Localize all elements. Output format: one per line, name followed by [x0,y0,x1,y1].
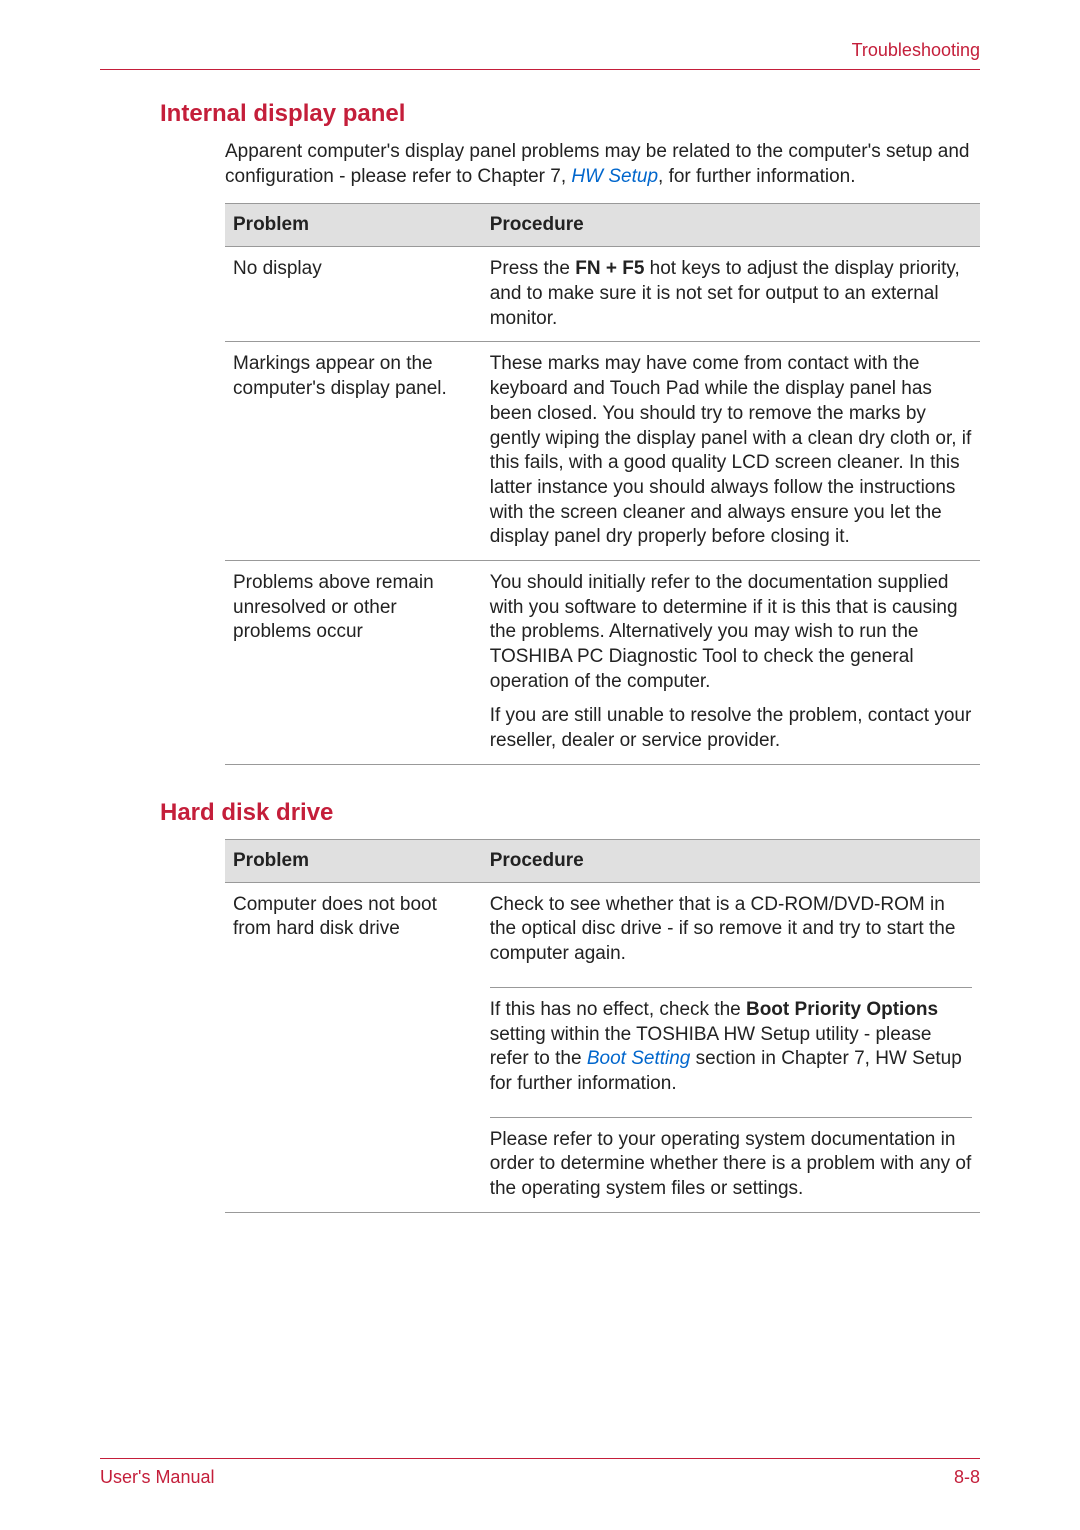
table-header-row: Problem Procedure [225,839,980,882]
procedure-para: If you are still unable to resolve the p… [490,704,972,753]
procedure-cell: You should initially refer to the docume… [482,560,980,764]
intro-suffix: , for further information. [658,166,855,187]
table-header-row: Problem Procedure [225,204,980,247]
table-row: Please refer to your operating system do… [225,1107,980,1213]
hotkey-bold: FN + F5 [575,258,644,279]
table-row: Computer does not boot from hard disk dr… [225,882,980,977]
intro-text: Apparent computer's display panel proble… [225,140,980,189]
procedure-cell: These marks may have come from contact w… [482,342,980,561]
procedure-para: Please refer to your operating system do… [490,1117,972,1202]
boot-priority-bold: Boot Priority Options [746,999,938,1020]
table-row: Problems above remain unresolved or othe… [225,560,980,764]
problem-cell: Computer does not boot from hard disk dr… [225,882,482,977]
problem-cell: Problems above remain unresolved or othe… [225,560,482,764]
page-footer: User's Manual 8-8 [100,1458,980,1488]
boot-setting-link[interactable]: Boot Setting [587,1048,691,1069]
header-title: Troubleshooting [852,40,980,60]
header-procedure: Procedure [482,839,980,882]
section-title-hdd: Hard disk drive [160,799,980,827]
table-row: No display Press the FN + F5 hot keys to… [225,247,980,342]
footer-right: 8-8 [954,1467,980,1488]
problem-cell: Markings appear on the computer's displa… [225,342,482,561]
header-procedure: Procedure [482,204,980,247]
header-problem: Problem [225,204,482,247]
procedure-para: If this has no effect, check the Boot Pr… [490,987,972,1097]
page-header: Troubleshooting [100,40,980,70]
procedure-cell: Press the FN + F5 hot keys to adjust the… [482,247,980,342]
procedure-cell: Check to see whether that is a CD-ROM/DV… [482,882,980,977]
hdd-table: Problem Procedure Computer does not boot… [225,839,980,1213]
hw-setup-link[interactable]: HW Setup [571,166,658,187]
procedure-para: Check to see whether that is a CD-ROM/DV… [490,893,972,967]
table-row: If this has no effect, check the Boot Pr… [225,977,980,1107]
problem-cell: No display [225,247,482,342]
table-row: Markings appear on the computer's displa… [225,342,980,561]
procedure-cell: Please refer to your operating system do… [482,1107,980,1213]
procedure-cell: If this has no effect, check the Boot Pr… [482,977,980,1107]
procedure-para: You should initially refer to the docume… [490,571,972,694]
header-problem: Problem [225,839,482,882]
section-title-display: Internal display panel [160,100,980,128]
footer-left: User's Manual [100,1467,214,1488]
display-panel-table: Problem Procedure No display Press the F… [225,203,980,764]
